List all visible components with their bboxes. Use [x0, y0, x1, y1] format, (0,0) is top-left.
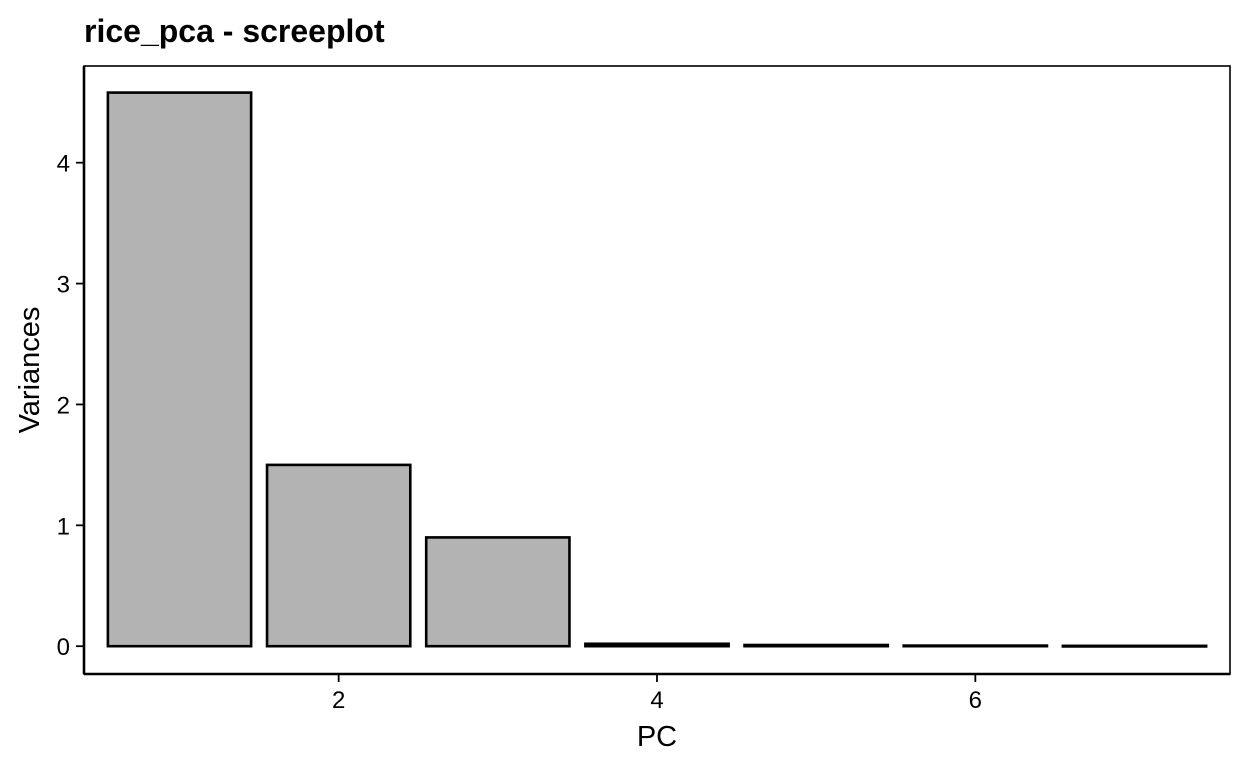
y-axis: 0 1 2 3 4: [57, 66, 86, 674]
x-tick-label: 4: [650, 687, 663, 714]
bar-pc-4: [584, 642, 730, 648]
bar-pc-1: [106, 91, 253, 648]
bar-pc-6: [902, 644, 1049, 648]
bar-pc-7: [1061, 644, 1208, 648]
chart-title: rice_pca - screeplot: [84, 13, 385, 49]
bars: [106, 91, 1208, 648]
x-axis-label: PC: [637, 721, 677, 753]
x-axis: 2 4 6: [84, 672, 1230, 714]
y-tick-label: 2: [57, 392, 70, 419]
bar-pc-5: [743, 643, 890, 648]
y-tick-label: 0: [57, 634, 70, 661]
y-axis-label: Variances: [14, 307, 46, 434]
x-tick-label: 6: [969, 687, 982, 714]
x-tick-label: 2: [332, 687, 345, 714]
bar-pc-3: [424, 536, 571, 648]
plot-panel: [83, 65, 1231, 675]
y-tick-label: 3: [57, 272, 70, 299]
bar-pc-2: [265, 463, 412, 648]
y-tick-label: 1: [57, 513, 70, 540]
y-tick-label: 4: [57, 151, 70, 178]
